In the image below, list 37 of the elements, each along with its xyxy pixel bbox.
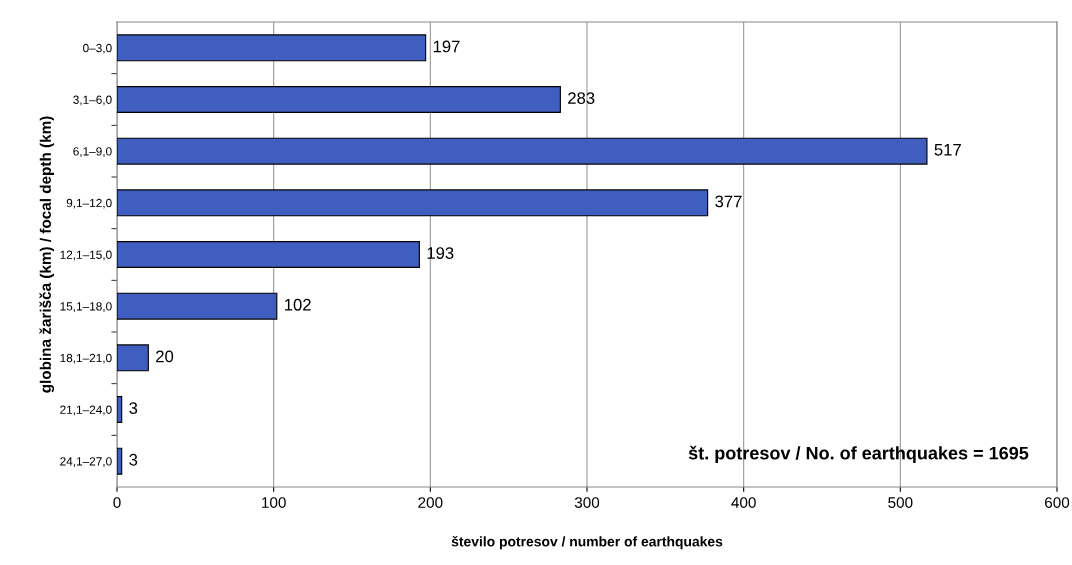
y-tick-label: 24,1–27,0 xyxy=(60,457,112,467)
y-tick-label: 15,1–18,0 xyxy=(60,302,112,312)
x-tick-label: 200 xyxy=(418,497,443,508)
data-label: 20 xyxy=(156,350,174,363)
x-tick-label: 600 xyxy=(1045,497,1070,508)
bar xyxy=(117,292,278,320)
data-label: 3 xyxy=(129,402,138,414)
x-tick-label: 100 xyxy=(262,497,286,508)
bar xyxy=(117,189,709,217)
y-axis-title: globina žarišča (km) / focal depth (km) xyxy=(39,116,55,393)
data-label: 3 xyxy=(129,453,138,466)
data-label: 197 xyxy=(433,40,460,53)
bar xyxy=(117,137,928,165)
y-tick-label: 12,1–15,0 xyxy=(60,250,112,261)
bar xyxy=(117,34,427,62)
x-tick-label: 400 xyxy=(731,497,756,508)
y-tick-label: 18,1–21,0 xyxy=(60,353,112,364)
bar xyxy=(117,344,149,372)
data-label: 283 xyxy=(568,92,595,104)
bar xyxy=(117,447,123,475)
x-tick-label: 0 xyxy=(113,497,121,508)
y-tick-label: 3,1–6,0 xyxy=(73,95,112,106)
y-tick-label: 21,1–24,0 xyxy=(60,405,112,416)
y-tick-label: 0–3,0 xyxy=(83,43,112,54)
y-tick-label: 9,1–12,0 xyxy=(66,198,112,209)
bar xyxy=(117,396,123,423)
data-label: 517 xyxy=(934,144,961,156)
bar xyxy=(117,241,420,268)
data-label: 102 xyxy=(285,298,311,311)
y-tick-label: 6,1–9,0 xyxy=(73,147,112,157)
annotation: št. potresov / No. of earthquakes = 1695 xyxy=(688,445,1029,464)
data-label: 377 xyxy=(715,195,742,208)
data-label: 193 xyxy=(427,247,454,259)
x-axis-title: število potresov / number of earthquakes xyxy=(451,535,723,550)
x-tick-label: 500 xyxy=(888,497,913,508)
bar xyxy=(117,86,561,113)
x-tick-label: 300 xyxy=(574,497,600,508)
